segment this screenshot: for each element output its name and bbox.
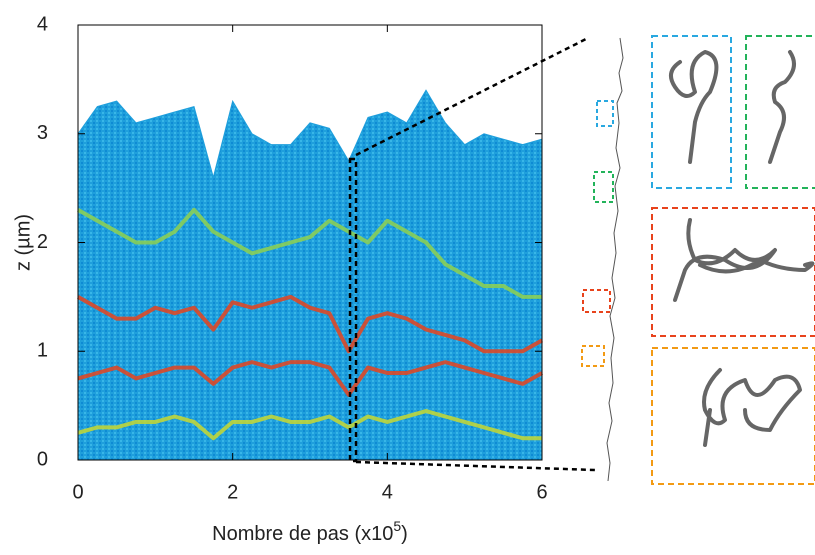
x-axis-label: Nombre de pas (x105) bbox=[212, 518, 408, 546]
density-trace bbox=[77, 360, 543, 397]
x-tick-label: 4 bbox=[382, 481, 393, 503]
density-trace bbox=[77, 294, 543, 354]
x-tick-label: 6 bbox=[536, 481, 547, 503]
y-axis-label: z (µm) bbox=[12, 214, 34, 271]
y-tick-label: 2 bbox=[37, 231, 48, 253]
density-area bbox=[77, 89, 543, 461]
x-label-close: ) bbox=[401, 523, 408, 545]
y-tick-label: 0 bbox=[37, 448, 48, 470]
y-tick-label: 3 bbox=[37, 122, 48, 144]
inset-panels bbox=[651, 35, 815, 485]
plot: 0 1 2 3 4 0 2 4 6 z (µm) Nombre de pas (x105) bbox=[12, 13, 547, 545]
inset-structures bbox=[669, 50, 815, 447]
x-tick-label: 2 bbox=[227, 481, 238, 503]
y-tick-label: 1 bbox=[37, 340, 48, 362]
x-tick-label: 0 bbox=[72, 481, 83, 503]
x-label-exponent: 5 bbox=[393, 518, 401, 534]
highlight-boxes bbox=[581, 100, 614, 367]
y-tick-label: 4 bbox=[37, 13, 48, 35]
chain bbox=[606, 37, 624, 482]
x-label-text: Nombre de pas (x10 bbox=[212, 523, 393, 545]
density-trace bbox=[77, 409, 542, 441]
zoom-annotation bbox=[348, 36, 596, 472]
plot-frame bbox=[77, 24, 543, 461]
density-trace bbox=[77, 207, 542, 299]
